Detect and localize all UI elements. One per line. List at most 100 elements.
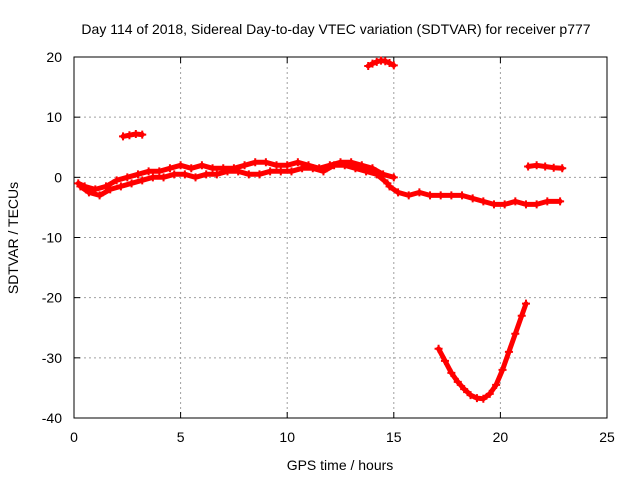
data-point: [125, 131, 134, 140]
data-point: [453, 377, 462, 386]
data-point: [372, 170, 381, 179]
series: [364, 56, 398, 71]
data-point: [426, 191, 435, 200]
data-point: [133, 170, 142, 179]
data-point: [138, 130, 147, 139]
data-point: [123, 173, 132, 182]
data-point: [261, 158, 270, 167]
data-point: [255, 170, 264, 179]
data-point: [197, 161, 206, 170]
data-point: [234, 167, 243, 176]
data-point: [266, 167, 275, 176]
data-point: [287, 167, 296, 176]
data-point: [298, 164, 307, 173]
series: [524, 161, 567, 173]
series: [76, 161, 392, 200]
series-line: [387, 183, 563, 207]
x-tick-labels: 0 5 10 15 20 25: [70, 429, 615, 445]
y-tick-label: -40: [42, 410, 62, 426]
data-point: [385, 59, 394, 68]
data-point: [490, 200, 499, 209]
data-point: [148, 173, 157, 182]
data-point: [404, 191, 413, 200]
data-point: [362, 167, 371, 176]
data-point: [385, 182, 394, 191]
data-point: [112, 176, 121, 185]
data-point: [340, 161, 349, 170]
y-tick-label: -30: [42, 350, 62, 366]
data-point: [532, 200, 541, 209]
data-point: [532, 161, 541, 170]
data-point: [119, 132, 128, 141]
data-point: [116, 182, 125, 191]
data-point: [165, 164, 174, 173]
data-point: [170, 170, 179, 179]
data-point: [176, 161, 185, 170]
data-point: [541, 162, 550, 171]
y-tick-labels: -40 -30 -20 -10 0 10 20: [42, 49, 62, 426]
data-point: [244, 170, 253, 179]
data-point: [440, 356, 449, 365]
data-point: [479, 394, 488, 403]
data-point: [549, 163, 558, 172]
data-point: [517, 311, 526, 320]
x-tick-label: 20: [493, 429, 509, 445]
data-point: [558, 164, 567, 173]
data-point: [330, 161, 339, 170]
data-point: [138, 176, 147, 185]
data-point: [240, 161, 249, 170]
data-point: [468, 194, 477, 203]
data-point: [368, 59, 377, 68]
series: [119, 130, 147, 141]
data-point: [308, 164, 317, 173]
data-point: [447, 191, 456, 200]
data-point: [293, 158, 302, 167]
data-point: [84, 188, 93, 197]
data-point: [511, 329, 520, 338]
data-point: [381, 57, 390, 66]
y-tick-label: 0: [54, 169, 62, 185]
x-axis-label: GPS time / hours: [287, 457, 394, 473]
data-point: [498, 365, 507, 374]
data-point: [524, 162, 533, 171]
data-point: [251, 158, 260, 167]
data-series: [74, 56, 567, 403]
data-point: [458, 191, 467, 200]
data-point: [223, 167, 232, 176]
x-tick-label: 10: [279, 429, 295, 445]
data-point: [389, 173, 398, 182]
data-point: [283, 161, 292, 170]
data-point: [415, 188, 424, 197]
data-point: [276, 167, 285, 176]
data-point: [159, 173, 168, 182]
data-point: [372, 57, 381, 66]
y-tick-label: 20: [46, 49, 62, 65]
data-point: [95, 191, 104, 200]
data-point: [272, 161, 281, 170]
x-tick-label: 25: [599, 429, 615, 445]
data-point: [144, 167, 153, 176]
data-point: [500, 200, 509, 209]
data-point: [155, 167, 164, 176]
data-point: [485, 389, 494, 398]
data-point: [436, 191, 445, 200]
data-point: [212, 170, 221, 179]
chart-title: Day 114 of 2018, Sidereal Day-to-day VTE…: [81, 21, 590, 37]
data-point: [76, 182, 85, 191]
data-point: [127, 179, 136, 188]
data-point: [492, 380, 501, 389]
data-point: [434, 344, 443, 353]
data-point: [460, 385, 469, 394]
data-point: [556, 197, 565, 206]
data-point: [319, 167, 328, 176]
data-point: [351, 164, 360, 173]
data-point: [511, 197, 520, 206]
data-point: [466, 391, 475, 400]
data-point: [106, 185, 115, 194]
axis-ticks: [73, 56, 608, 419]
series: [385, 182, 565, 209]
data-point: [447, 368, 456, 377]
data-point: [364, 62, 373, 71]
data-point: [202, 170, 211, 179]
data-point: [504, 347, 513, 356]
